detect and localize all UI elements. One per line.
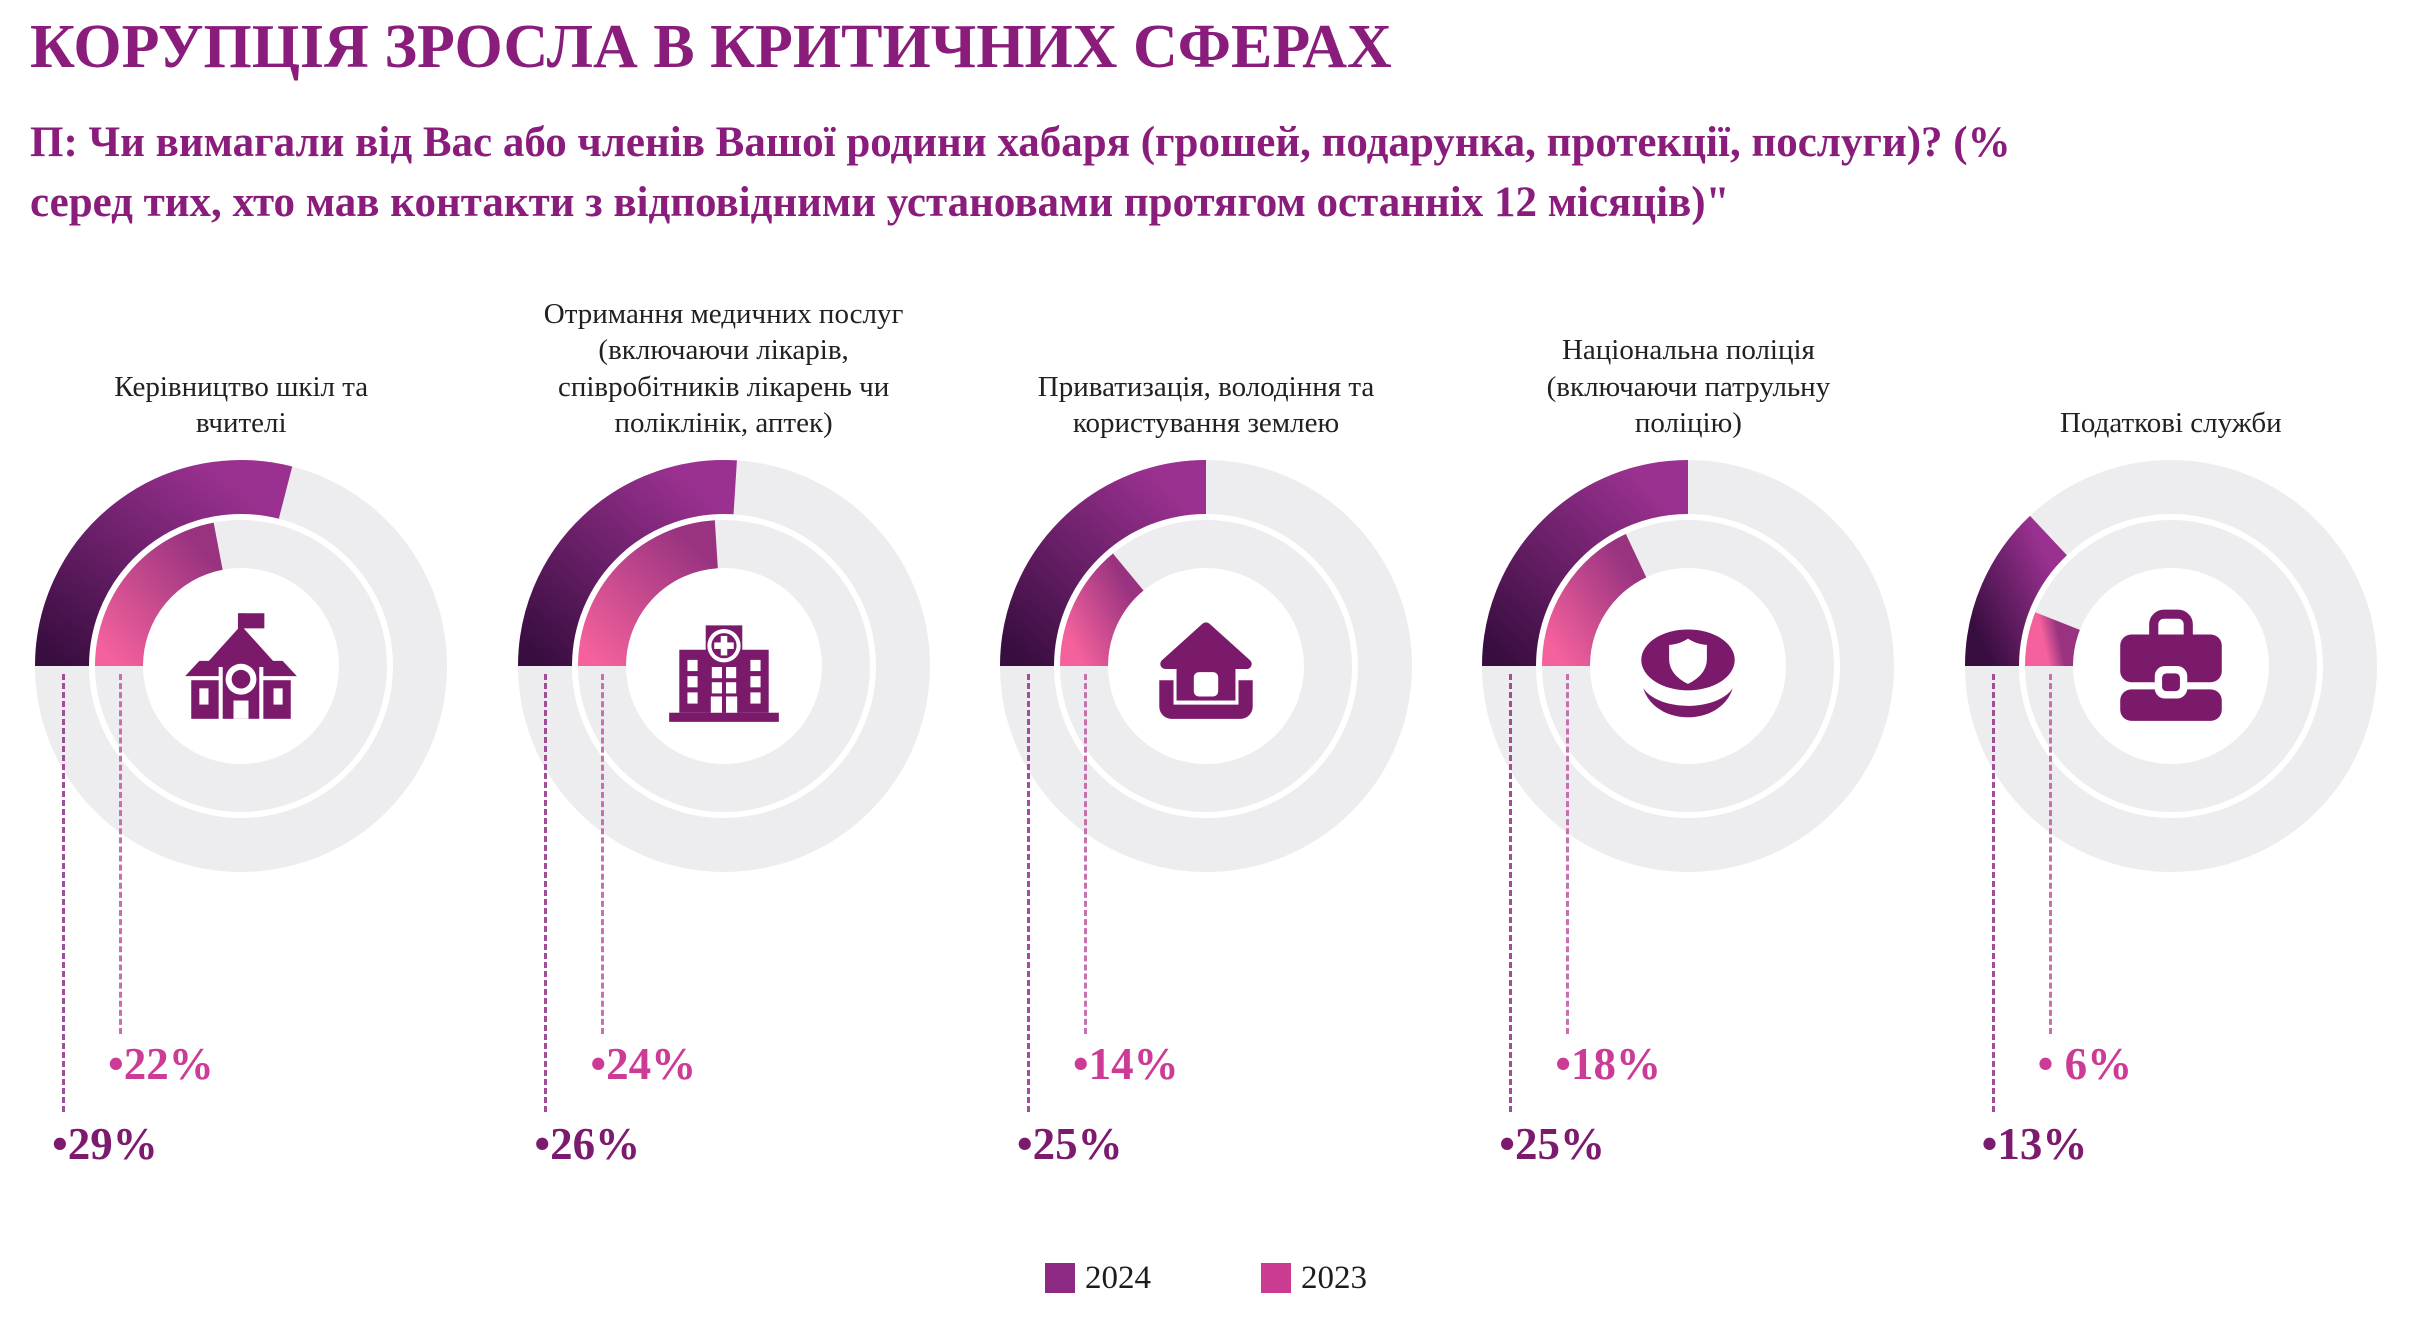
police-cap-icon [1623,601,1753,731]
survey-question: П: Чи вимагали від Вас або членів Вашої … [30,113,2382,233]
legend-item-2024: 2024 [1045,1260,1151,1297]
arc-2023 [1542,533,1648,667]
dash-line-2024 [1991,673,1995,1112]
value-label-2024: •13% [1981,1118,2088,1169]
donut-box [1476,454,1900,878]
charts-row: Керівництво шкіл та вчителі [0,242,2412,1250]
house-land-icon [1141,601,1271,731]
chart-legend: 2024 2023 [0,1260,2412,1297]
donut-box [29,454,453,878]
value-label-2024: •25% [1499,1118,1605,1169]
dash-line-2024 [1026,673,1030,1112]
value-label-2023: •22% [108,1038,214,1089]
dash-line-2023 [1083,673,1087,1034]
category-label: Керівництво шкіл та вчителі [114,370,369,440]
category-label: Приватизація, володіння та користування … [1037,370,1375,440]
value-label-2023: •24% [590,1038,697,1089]
survey-question-line2: серед тих, хто мав контакти з відповідни… [30,179,1730,227]
donut-chart [1482,459,1895,872]
arc-2024 [517,459,737,667]
dash-line-2023 [1566,673,1570,1034]
donut-box [994,454,1418,878]
briefcase-icon [2106,601,2236,731]
value-label-2023: •18% [1555,1038,1661,1089]
chart-cell: Податкові служби • 6% [1930,242,2412,1250]
legend-item-2023: 2023 [1261,1260,1367,1297]
value-label-2024: •26% [534,1118,641,1169]
donut-box [512,454,936,878]
value-label-2024: •25% [1016,1118,1123,1169]
donut-chart [1000,459,1413,872]
legend-swatch-2024 [1045,1263,1075,1294]
value-label-2023: •14% [1072,1038,1179,1089]
value-label-2024: •29% [52,1118,158,1169]
dash-line-2024 [1509,673,1513,1112]
donut-chart [35,459,448,872]
category-label: Національна поліція (включаючи патрульну… [1546,334,1831,440]
arc-2024 [1482,459,1689,667]
dash-line-2023 [119,673,122,1034]
hospital-icon [659,601,789,731]
infographic-page: КОРУПЦІЯ ЗРОСЛА В КРИТИЧНИХ СФЕРАХ П: Чи… [0,12,2412,1338]
arc-2023 [1060,553,1145,667]
value-label-2023: • 6% [2037,1038,2133,1089]
arc-2023 [95,522,224,667]
chart-cell: Національна поліція (включаючи патрульну… [1447,242,1929,1250]
donut-chart [517,459,930,872]
arc-2023 [2024,611,2081,667]
page-title: КОРУПЦІЯ ЗРОСЛА В КРИТИЧНИХ СФЕРАХ [30,13,1392,81]
arc-2024 [1964,515,2068,667]
arc-2024 [1000,459,1207,667]
donut-chart [1964,459,2377,872]
school-icon [176,601,306,731]
donut-box [1959,454,2383,878]
legend-label-2023: 2023 [1301,1259,1367,1296]
arc-2023 [577,519,719,667]
dash-line-2024 [62,673,65,1112]
legend-swatch-2023 [1261,1263,1291,1294]
legend-label-2024: 2024 [1085,1259,1151,1296]
dash-line-2023 [2048,673,2052,1034]
chart-cell: Отримання медичних послуг (включаючи лік… [482,242,964,1250]
chart-cell: Керівництво шкіл та вчителі [0,242,482,1250]
survey-question-line1: П: Чи вимагали від Вас або членів Вашої … [30,119,2011,167]
dash-line-2023 [601,673,605,1034]
dash-line-2024 [544,673,548,1112]
category-label: Податкові служби [2059,407,2282,440]
arc-2024 [35,459,293,667]
chart-cell: Приватизація, володіння та користування … [965,242,1447,1250]
category-label: Отримання медичних послуг (включаючи лік… [543,297,904,440]
